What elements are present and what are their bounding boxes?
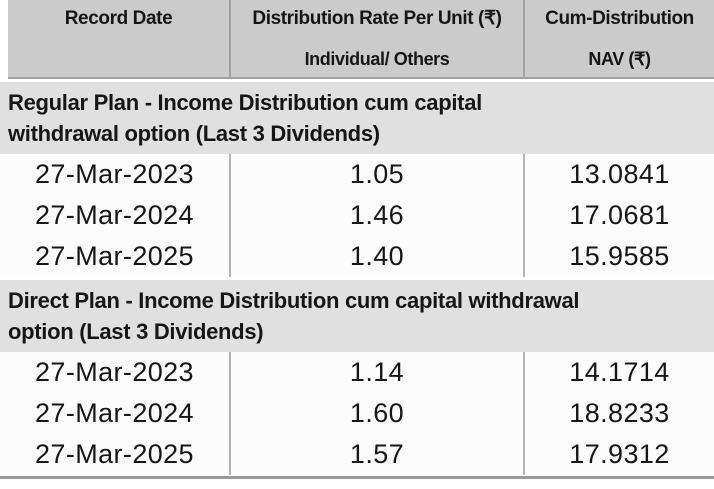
record-date-cell: 27-Mar-2024	[0, 195, 231, 236]
rate-per-unit-cell: 1.57	[231, 434, 525, 475]
record-date-cell: 27-Mar-2024	[0, 393, 231, 434]
dividend-history-table: Record Date Distribution Rate Per Unit (…	[0, 0, 714, 479]
record-date-cell: 27-Mar-2023	[0, 154, 231, 195]
cum-distribution-nav-cell: 17.0681	[569, 200, 670, 230]
header-record-date: Record Date	[8, 0, 231, 77]
cum-distribution-nav-cell: 14.1714	[569, 357, 670, 387]
header-cum-distribution-nav: Cum-Distribution NAV (₹)	[525, 0, 714, 77]
rate-per-unit-cell: 1.05	[231, 154, 525, 195]
table-row: 27-Mar-2023 1.05 13.0841	[0, 154, 714, 195]
cum-distribution-nav-cell: 13.0841	[569, 159, 670, 189]
header-distribution-rate: Distribution Rate Per Unit (₹) Individua…	[231, 0, 525, 77]
header-section-gap	[0, 79, 714, 82]
rate-per-unit-cell: 1.46	[231, 195, 525, 236]
table-row: 27-Mar-2025 1.40 15.9585	[0, 236, 714, 277]
section-regular-plan: Regular Plan - Income Distribution cum c…	[0, 82, 714, 154]
cum-distribution-nav-cell: 15.9585	[569, 241, 670, 271]
header-cum-distribution-line1: Cum-Distribution	[545, 8, 694, 29]
header-distribution-rate-line1: Distribution Rate Per Unit (₹)	[252, 8, 502, 29]
cum-distribution-nav-cell: 17.9312	[569, 439, 670, 469]
table-row: 27-Mar-2024 1.60 18.8233	[0, 393, 714, 434]
record-date-cell: 27-Mar-2025	[0, 434, 231, 475]
section-regular-plan-title: Regular Plan - Income Distribution cum c…	[8, 89, 482, 146]
table-bottom-border	[0, 476, 714, 479]
section-direct-plan: Direct Plan - Income Distribution cum ca…	[0, 280, 714, 352]
section-gap	[0, 277, 714, 280]
record-date-cell: 27-Mar-2023	[0, 352, 231, 393]
rate-per-unit-cell: 1.40	[231, 236, 525, 277]
header-record-date-label: Record Date	[64, 8, 173, 29]
header-distribution-rate-line2: Individual/ Others	[304, 49, 450, 69]
rate-per-unit-cell: 1.14	[231, 352, 525, 393]
table-row: 27-Mar-2024 1.46 17.0681	[0, 195, 714, 236]
table-row: 27-Mar-2023 1.14 14.1714	[0, 352, 714, 393]
cum-distribution-nav-cell: 18.8233	[569, 398, 670, 428]
header-cum-distribution-line2: NAV (₹)	[588, 49, 651, 69]
record-date-cell: 27-Mar-2025	[0, 236, 231, 277]
table-row: 27-Mar-2025 1.57 17.9312	[0, 434, 714, 475]
rate-per-unit-cell: 1.60	[231, 393, 525, 434]
section-direct-plan-title: Direct Plan - Income Distribution cum ca…	[8, 287, 580, 344]
table-header-row: Record Date Distribution Rate Per Unit (…	[8, 0, 714, 79]
